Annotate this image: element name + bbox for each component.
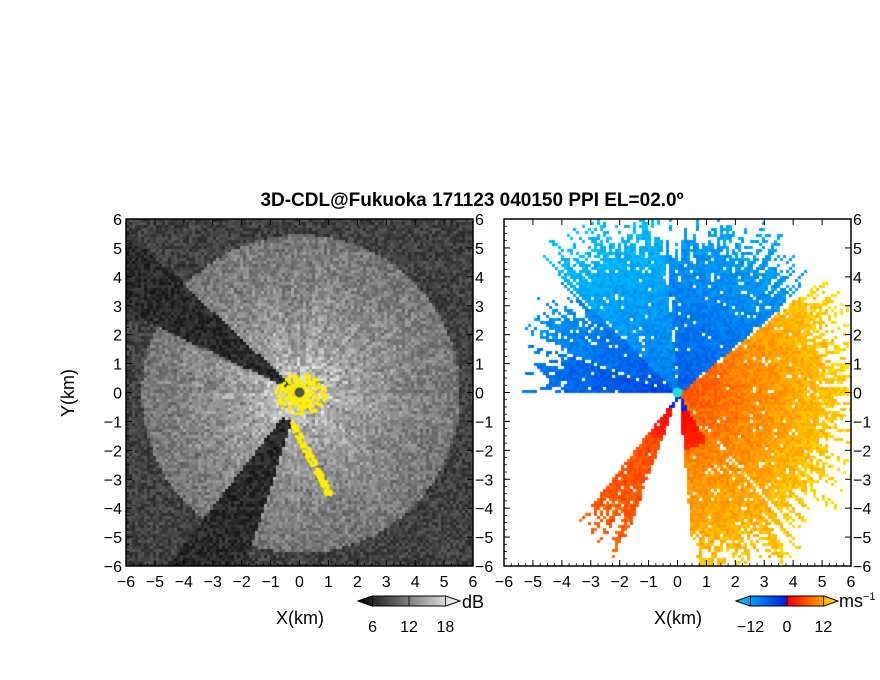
y-tick-label-right: 2 (853, 328, 862, 345)
velocity-canvas (504, 219, 851, 566)
x-tick-label: 4 (789, 574, 798, 591)
x-tick-label: −5 (524, 574, 542, 591)
x-tick-label: −3 (582, 574, 600, 591)
colorbar-tick-label: −12 (737, 619, 764, 636)
left-x-axis-label: X(km) (276, 608, 324, 628)
x-tick-label: −2 (611, 574, 629, 591)
left-colorbar-unit: dB (462, 592, 484, 612)
x-tick-label: −6 (495, 574, 513, 591)
x-tick-label: 1 (702, 574, 711, 591)
y-tick-label-right: 1 (853, 357, 862, 374)
x-tick-label: 5 (818, 574, 827, 591)
y-tick-label: −3 (104, 472, 122, 489)
right-colorbar: −12 0 12 ms−1 (734, 591, 876, 636)
left-plot-area (126, 219, 473, 566)
y-tick-label-right: −4 (853, 501, 871, 518)
right-colorbar-unit-base: ms (839, 591, 863, 611)
y-tick-label: 0 (113, 386, 122, 403)
right-x-axis-label: X(km) (654, 608, 702, 628)
colorbar-tick-label: 0 (783, 619, 792, 636)
y-tick-label-right: −1 (475, 414, 493, 431)
x-tick-label: −5 (146, 574, 164, 591)
intensity-canvas (126, 219, 473, 566)
y-tick-label: −4 (104, 501, 122, 518)
y-tick-label-right: 2 (475, 328, 484, 345)
y-tick-label-right: 0 (475, 386, 484, 403)
x-tick-label: 2 (731, 574, 740, 591)
y-tick-label: 5 (113, 241, 122, 258)
y-tick-label-right: −6 (853, 559, 871, 576)
y-tick-label: 1 (113, 357, 122, 374)
x-tick-label: −3 (204, 574, 222, 591)
x-tick-label: 1 (324, 574, 333, 591)
x-tick-label: 3 (760, 574, 769, 591)
y-tick-label-right: 0 (853, 386, 862, 403)
y-tick-label-right: −4 (475, 501, 493, 518)
y-tick-label: 6 (113, 212, 122, 229)
x-tick-label: 6 (847, 574, 856, 591)
right-axis-ticks: −6 −5 −4 −3 −2 −1 0 1 2 3 4 5 6 6 5 4 3 2 1 0 −1 −2 −3 −4 −5 −6 (495, 212, 871, 591)
y-tick-label-right: 3 (475, 299, 484, 316)
y-tick-label-right: 5 (475, 241, 484, 258)
x-tick-label: 6 (469, 574, 478, 591)
colorbar-tick-label: 12 (400, 619, 418, 636)
colorbar-tick-label: 12 (815, 619, 833, 636)
x-tick-label: 3 (382, 574, 391, 591)
colorbar-tick-label: 6 (368, 619, 377, 636)
y-tick-label-right: 3 (853, 299, 862, 316)
left-colorbar-ticks: 6 12 18 (368, 596, 454, 636)
y-tick-label-right: 6 (475, 212, 484, 229)
y-tick-label-right: 6 (853, 212, 862, 229)
y-tick-label: −2 (104, 443, 122, 460)
y-tick-label-right: −2 (853, 443, 871, 460)
y-tick-label: 3 (113, 299, 122, 316)
y-tick-label-right: −3 (853, 472, 871, 489)
y-tick-label-right: 5 (853, 241, 862, 258)
x-tick-label: −2 (233, 574, 251, 591)
y-tick-label-right: −5 (475, 530, 493, 547)
y-tick-label-right: −6 (475, 559, 493, 576)
figure-title: 3D-CDL@Fukuoka 171123 040150 PPI EL=02.0… (260, 190, 683, 211)
right-colorbar-unit-sup: −1 (863, 591, 876, 603)
y-tick-label: −5 (104, 530, 122, 547)
x-tick-label: 4 (411, 574, 420, 591)
y-tick-label-right: −2 (475, 443, 493, 460)
y-tick-label-right: −5 (853, 530, 871, 547)
y-tick-label-right: −1 (853, 414, 871, 431)
right-colorbar-ticks: −12 0 12 (737, 596, 832, 636)
y-tick-label: −6 (104, 559, 122, 576)
x-tick-label: −4 (175, 574, 193, 591)
x-tick-label: −1 (639, 574, 657, 591)
x-tick-label: 0 (295, 574, 304, 591)
y-tick-label: 4 (113, 270, 122, 287)
x-tick-label: −4 (553, 574, 571, 591)
y-tick-label: 2 (113, 328, 122, 345)
left-panel: −6 −5 −4 −3 −2 −1 0 1 2 3 4 5 66 65 54 43 32 21 10 0−1 −1−2−… (58, 212, 493, 636)
x-tick-label: 5 (440, 574, 449, 591)
y-tick-label-right: 4 (475, 270, 484, 287)
right-colorbar-unit: ms−1 (839, 591, 876, 611)
x-tick-label: 0 (673, 574, 682, 591)
left-axis-ticks: −6 −5 −4 −3 −2 −1 0 1 2 3 4 5 66 65 54 43 32 21 10 0−1 −1−2−… (104, 212, 494, 591)
right-plot-area (504, 219, 851, 566)
colorbar-tick-label: 18 (437, 619, 455, 636)
left-colorbar: 6 12 18 dB (356, 592, 484, 636)
y-tick-label-right: 4 (853, 270, 862, 287)
x-tick-label: −6 (117, 574, 135, 591)
y-tick-label: −1 (104, 414, 122, 431)
x-tick-label: 2 (353, 574, 362, 591)
x-tick-label: −1 (261, 574, 279, 591)
y-tick-label-right: 1 (475, 357, 484, 374)
left-y-axis-label: Y(km) (58, 369, 78, 417)
y-tick-label-right: −3 (475, 472, 493, 489)
